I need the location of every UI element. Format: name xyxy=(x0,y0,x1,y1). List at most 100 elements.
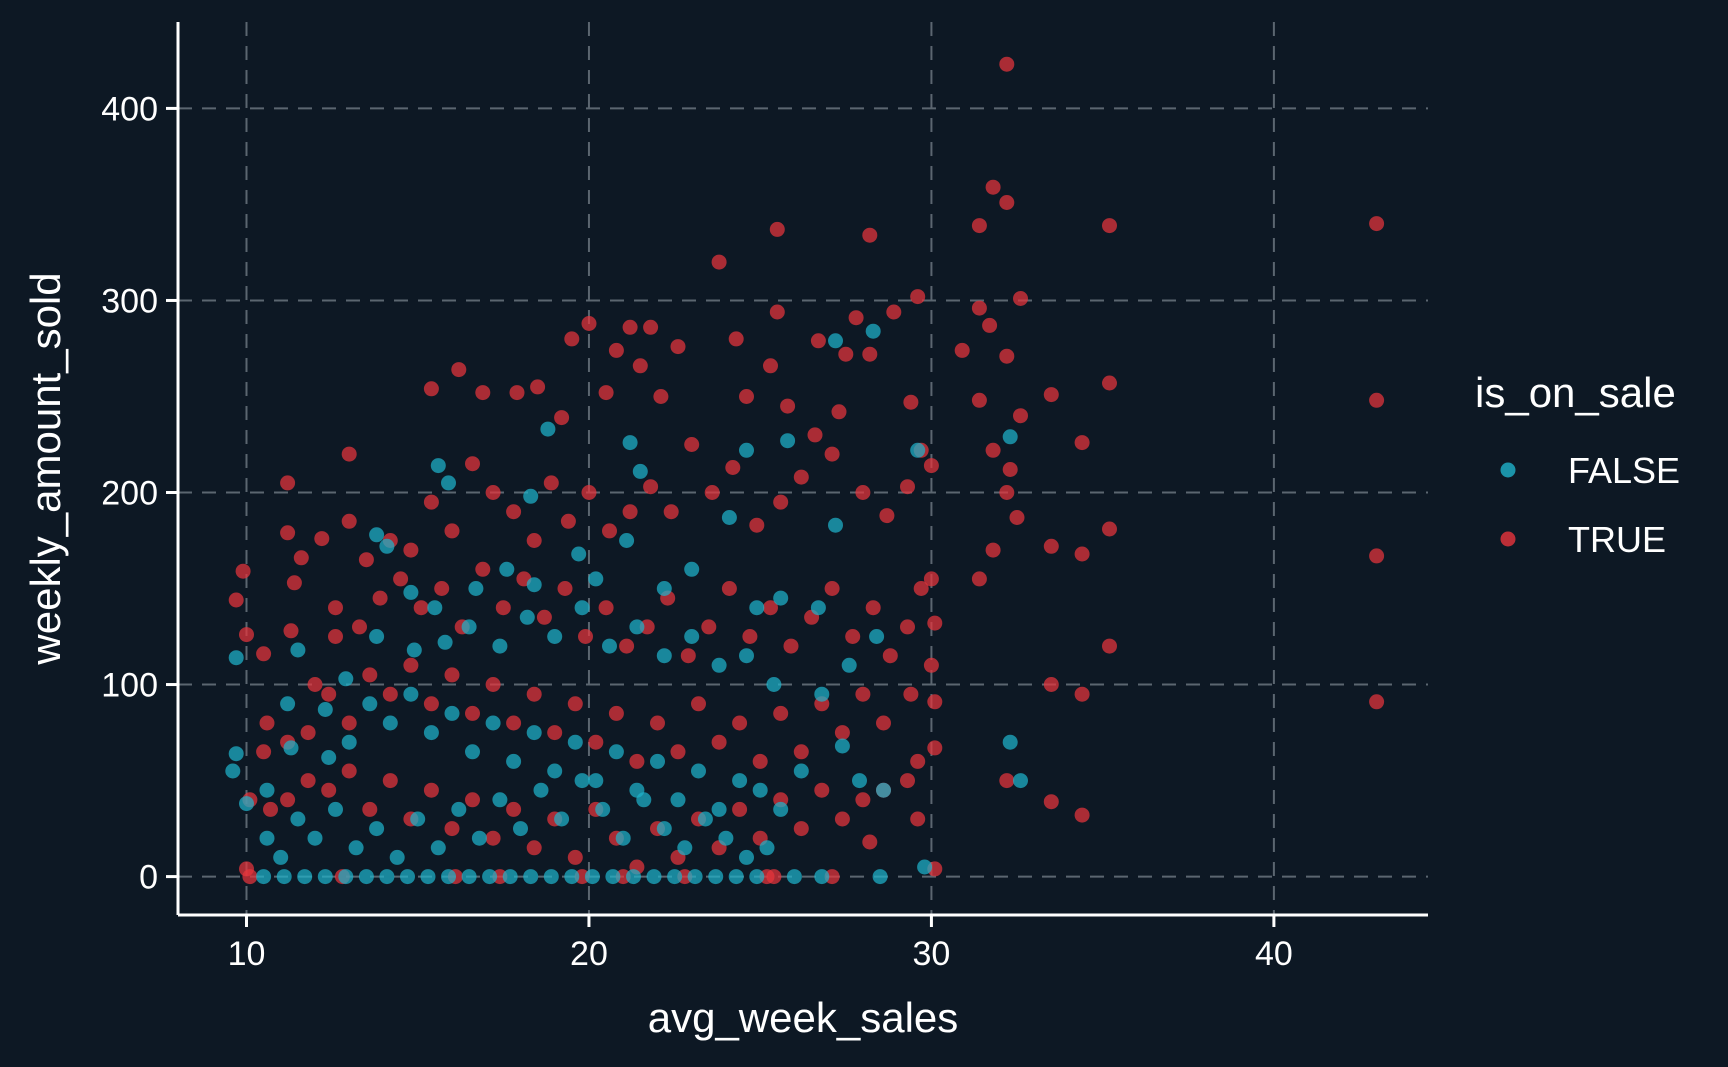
point-false-136 xyxy=(728,869,744,885)
point-false-90 xyxy=(328,801,343,817)
point-true-52 xyxy=(923,458,939,474)
point-false-29 xyxy=(338,671,354,687)
point-true-103 xyxy=(900,619,915,635)
point-true-72 xyxy=(526,533,542,548)
point-false-65 xyxy=(465,744,480,760)
point-false-96 xyxy=(451,801,467,817)
point-true-161 xyxy=(444,667,460,683)
point-true-209 xyxy=(1074,807,1090,823)
point-false-107 xyxy=(677,840,693,856)
point-false-103 xyxy=(595,801,611,817)
point-false-27 xyxy=(403,584,419,600)
point-false-49 xyxy=(228,650,244,666)
point-false-105 xyxy=(636,792,652,808)
point-false-55 xyxy=(290,642,306,658)
point-false-56 xyxy=(280,696,296,712)
point-true-193 xyxy=(506,801,522,817)
point-false-111 xyxy=(759,840,775,856)
point-true-120 xyxy=(557,581,573,596)
point-false-74 xyxy=(650,753,665,769)
point-true-149 xyxy=(691,696,706,712)
point-false-38 xyxy=(602,638,617,654)
point-true-101 xyxy=(913,581,929,596)
point-true-148 xyxy=(711,734,727,750)
point-true-157 xyxy=(526,686,542,702)
point-false-75 xyxy=(670,792,686,808)
point-false-110 xyxy=(739,849,754,865)
point-false-42 xyxy=(711,657,727,673)
point-true-140 xyxy=(876,715,891,731)
point-false-63 xyxy=(423,725,439,741)
point-false-50 xyxy=(228,746,244,762)
point-true-23 xyxy=(810,333,826,349)
point-true-27 xyxy=(763,358,778,374)
point-false-64 xyxy=(444,705,460,721)
point-false-100 xyxy=(533,782,549,798)
point-true-113 xyxy=(701,619,717,635)
point-true-4 xyxy=(1102,218,1117,234)
point-true-178 xyxy=(814,782,830,798)
point-true-128 xyxy=(393,571,409,587)
point-false-14 xyxy=(619,533,635,548)
point-true-46 xyxy=(1013,408,1028,424)
point-true-126 xyxy=(434,581,450,596)
x-tick-label-20: 20 xyxy=(570,935,608,973)
point-true-12 xyxy=(982,317,998,333)
x-tick-label-30: 30 xyxy=(913,935,951,973)
point-false-22 xyxy=(656,581,672,596)
point-true-111 xyxy=(742,629,758,644)
point-true-199 xyxy=(382,773,398,789)
point-true-118 xyxy=(598,600,614,616)
point-true-112 xyxy=(721,581,737,596)
point-true-59 xyxy=(793,469,809,485)
point-true-147 xyxy=(732,715,748,731)
point-true-218 xyxy=(574,869,590,885)
point-true-54 xyxy=(900,479,915,495)
point-false-28 xyxy=(427,600,443,616)
point-false-78 xyxy=(732,773,748,789)
point-true-7 xyxy=(862,227,878,243)
point-false-57 xyxy=(317,702,333,717)
point-true-16 xyxy=(581,316,597,331)
point-true-10 xyxy=(910,289,926,305)
point-false-62 xyxy=(403,686,419,702)
point-false-139 xyxy=(814,869,830,885)
point-true-18 xyxy=(622,319,638,335)
point-true-172 xyxy=(927,740,943,756)
point-false-11 xyxy=(523,488,539,504)
point-true-56 xyxy=(855,485,871,500)
point-true-65 xyxy=(663,504,679,520)
point-false-104 xyxy=(615,830,631,846)
point-false-114 xyxy=(276,869,292,885)
point-true-90 xyxy=(328,600,343,616)
point-false-137 xyxy=(749,869,765,885)
point-true-25 xyxy=(670,339,686,355)
point-true-41 xyxy=(903,394,919,410)
point-true-146 xyxy=(752,753,768,769)
point-false-68 xyxy=(526,725,542,741)
point-false-13 xyxy=(828,517,843,533)
point-true-22 xyxy=(838,346,854,362)
point-false-7 xyxy=(780,433,796,449)
point-true-158 xyxy=(506,715,522,731)
point-true-68 xyxy=(602,523,617,539)
point-true-61 xyxy=(749,517,765,533)
point-false-117 xyxy=(338,869,354,885)
point-true-89 xyxy=(314,531,330,547)
point-true-24 xyxy=(728,331,744,347)
point-false-84 xyxy=(852,773,867,789)
point-true-208 xyxy=(1043,794,1059,810)
point-true-20 xyxy=(999,348,1015,364)
point-false-59 xyxy=(341,734,357,750)
y-tick-label-200: 200 xyxy=(101,475,158,513)
point-true-71 xyxy=(543,475,559,491)
point-true-58 xyxy=(807,427,823,443)
point-true-195 xyxy=(465,792,480,808)
point-true-211 xyxy=(862,834,878,850)
point-false-85 xyxy=(876,782,891,798)
point-true-145 xyxy=(773,705,789,721)
point-false-98 xyxy=(492,792,508,808)
point-false-140 xyxy=(872,869,888,885)
legend-swatch-true xyxy=(1500,531,1516,547)
point-false-19 xyxy=(499,561,515,577)
